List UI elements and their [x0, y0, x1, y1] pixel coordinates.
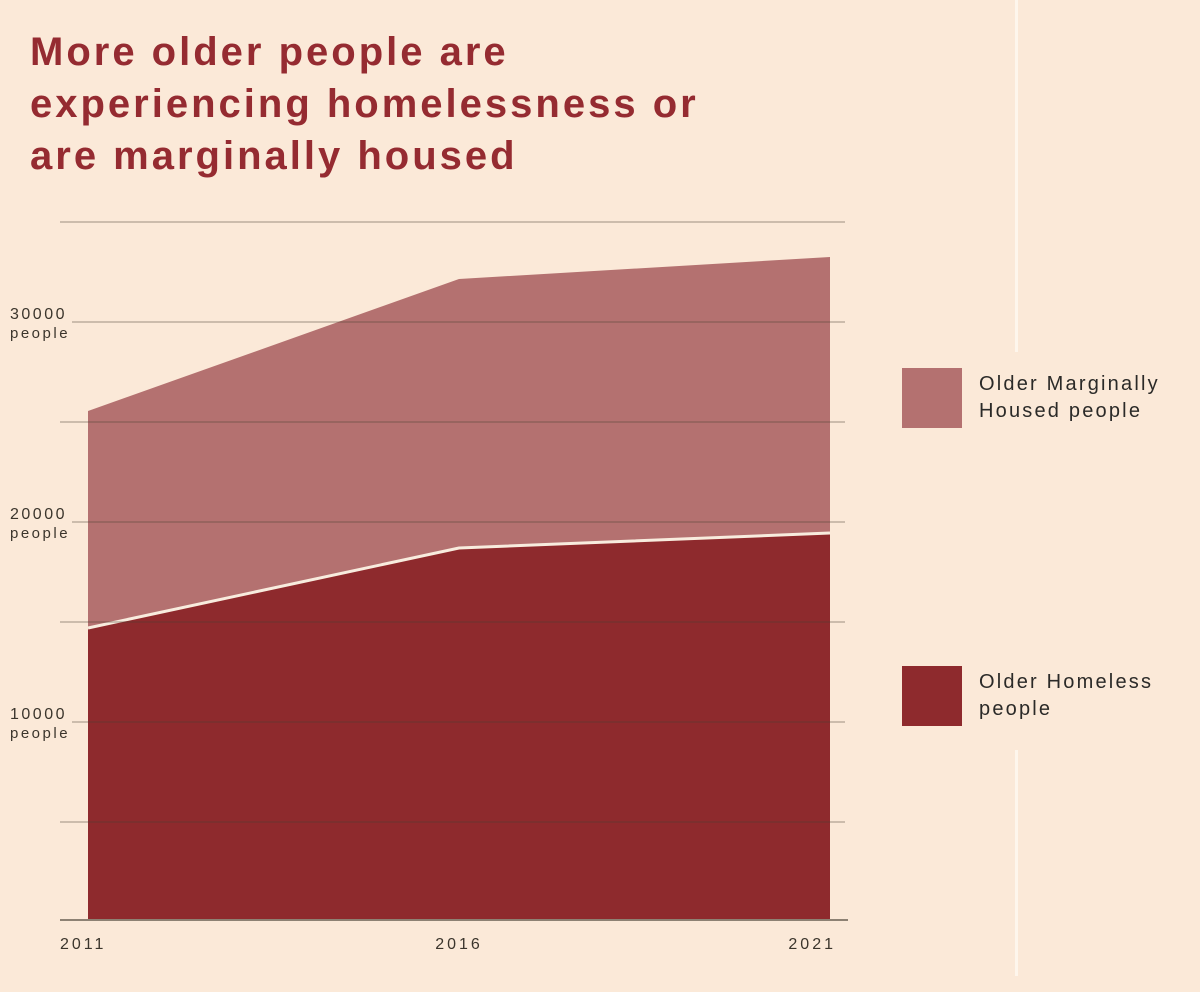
area-older-marginally-housed	[88, 257, 830, 628]
chart-title: More older people are experiencing homel…	[30, 26, 699, 182]
y-axis-tick-10000: 10000	[10, 705, 72, 724]
chart-title-line-3: are marginally housed	[30, 134, 518, 178]
legend: Older Marginally Housed people Older Hom…	[895, 352, 1197, 750]
series-separator-line	[87, 531, 831, 630]
chart-title-line-2: experiencing homelessness or	[30, 82, 699, 126]
y-axis-tick-unit-20000: people	[10, 525, 71, 542]
y-axis-tick-20000: 20000	[10, 505, 72, 524]
legend-label-homeless: Older Homeless people	[979, 671, 1154, 720]
y-axis-tick-unit-30000: people	[10, 325, 71, 342]
legend-swatch-marginally-housed	[902, 368, 962, 428]
legend-swatch-homeless	[902, 666, 962, 726]
x-axis-tick-2011: 2011	[60, 936, 107, 953]
chart-title-line-1: More older people are	[30, 30, 509, 74]
y-axis-tick-unit-10000: people	[10, 725, 71, 742]
legend-item-homeless: Older Homeless people	[902, 666, 1153, 726]
x-axis-tick-2016: 2016	[435, 936, 483, 953]
legend-item-marginally-housed: Older Marginally Housed people	[902, 368, 1160, 428]
legend-label-marginally-housed: Older Marginally Housed people	[979, 373, 1160, 422]
y-axis-tick-30000: 30000	[10, 305, 72, 324]
area-older-homeless	[88, 533, 830, 919]
x-axis-tick-2021: 2021	[788, 936, 836, 953]
